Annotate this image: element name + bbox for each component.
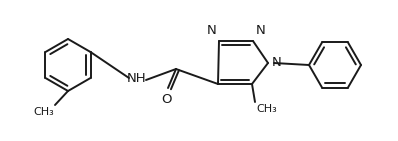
Text: NH: NH bbox=[127, 72, 147, 85]
Text: O: O bbox=[162, 93, 172, 106]
Text: CH₃: CH₃ bbox=[33, 107, 54, 117]
Text: N: N bbox=[206, 24, 216, 37]
Text: N: N bbox=[256, 24, 266, 37]
Text: CH₃: CH₃ bbox=[256, 104, 277, 114]
Text: N: N bbox=[272, 57, 282, 70]
